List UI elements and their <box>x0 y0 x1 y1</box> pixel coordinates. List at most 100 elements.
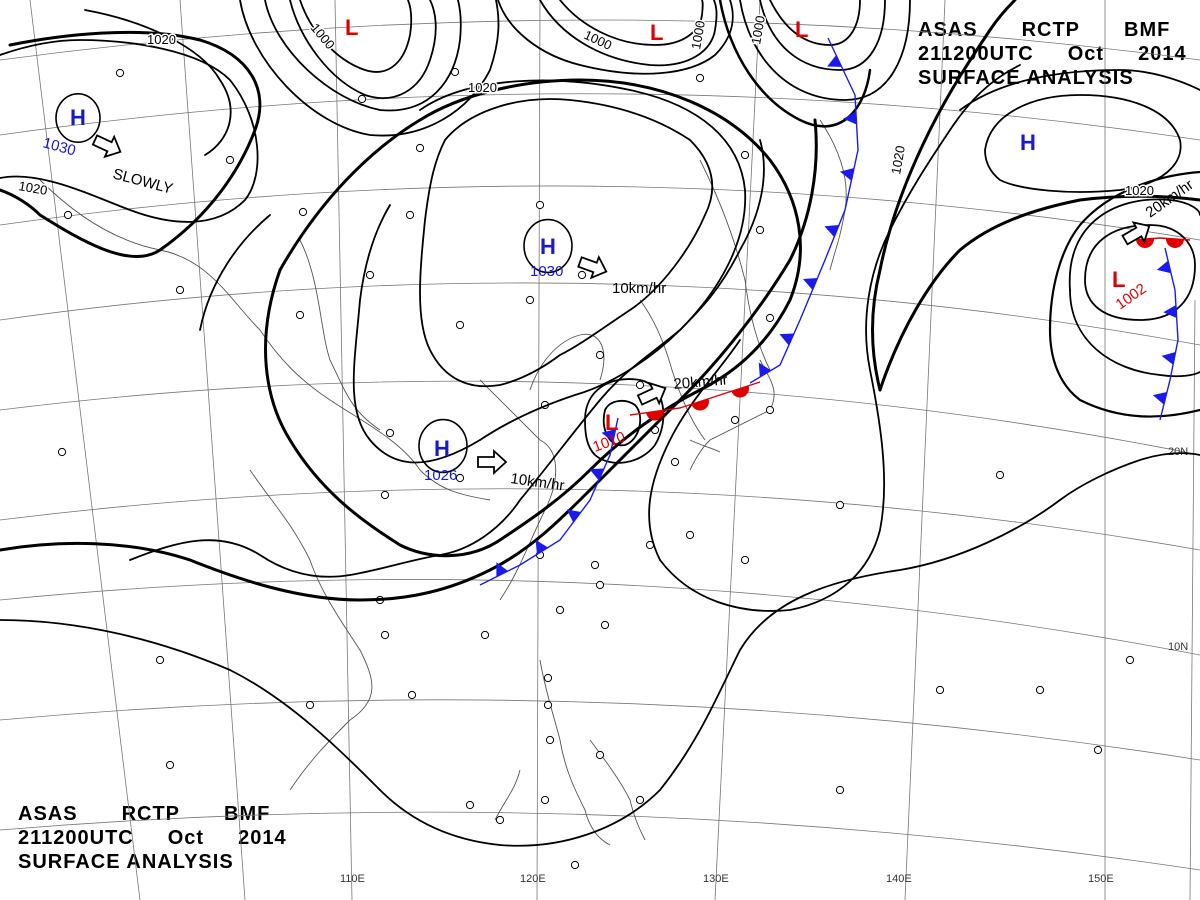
title-year: 2014 <box>1138 43 1187 65</box>
meridian-line <box>1189 299 1196 900</box>
isobar-line <box>769 0 861 46</box>
cold-front-north-line <box>749 37 859 384</box>
coastline <box>699 159 771 371</box>
isobar-line <box>419 79 747 441</box>
station-dot <box>57 447 67 457</box>
coastline <box>494 769 521 821</box>
cold-front-south-triangle <box>566 509 581 523</box>
isobar-line <box>84 9 232 156</box>
station-dot <box>407 690 417 700</box>
station-dot <box>380 490 390 500</box>
parallel-line <box>0 811 1200 871</box>
station-dot <box>357 94 367 104</box>
isobar-line <box>878 194 1200 392</box>
cold-front-south-triangle <box>601 429 616 442</box>
meridian-line <box>536 0 541 900</box>
isobar-line <box>0 30 262 258</box>
parallel-line <box>0 380 1200 456</box>
high-center-ring <box>418 418 468 474</box>
title-month: Oct <box>1067 43 1105 65</box>
isobar-line <box>1048 170 1200 418</box>
latitude-label: 20N <box>1168 446 1188 458</box>
parallel-line <box>0 579 1200 656</box>
isobar-line <box>1059 452 1200 501</box>
cold-front-east-triangle <box>1152 392 1167 405</box>
isobar-value-label: 1000 <box>688 19 708 50</box>
high-center-ring <box>55 93 101 144</box>
footer-line-2: 211200UTC Oct 2014 <box>18 826 287 850</box>
station-dot <box>545 735 555 745</box>
low-pressure-letter: L <box>345 15 358 40</box>
station-dot <box>365 270 375 280</box>
coastline <box>479 379 557 601</box>
parallel-line <box>0 19 1200 61</box>
fronts <box>479 37 1191 586</box>
cold-front-north-triangle <box>824 225 839 238</box>
warm-front-east-semicircle <box>1166 238 1184 248</box>
high-pressure-letter: H <box>1020 130 1036 155</box>
isobar-value-label: 1020 <box>17 178 48 198</box>
isobar-value-label: 1000 <box>748 14 768 45</box>
movement-arrow <box>577 254 608 280</box>
movement-speed-label: 20km/hr <box>673 371 728 393</box>
station-dot <box>577 270 587 280</box>
high-pressure-letter: H <box>70 105 86 130</box>
station-dot <box>385 428 395 438</box>
parallel-line <box>0 488 1200 551</box>
isobar-line <box>419 98 714 388</box>
title-line-3: SURFACE ANALYSIS <box>918 67 1134 89</box>
isobar-line <box>264 0 462 112</box>
cold-front-south-triangle <box>496 562 508 577</box>
isobar-line <box>588 118 818 492</box>
pressure-center-value: 1030 <box>41 134 78 159</box>
low-pressure-letter: L <box>1112 267 1125 292</box>
isobars <box>0 0 1200 847</box>
parallel-line <box>0 282 1200 346</box>
movement-arrow-shape <box>91 134 122 159</box>
high-pressure-letter: H <box>540 234 556 259</box>
isobar-value-label: 1020 <box>468 80 497 95</box>
meridian-line <box>179 0 246 900</box>
isobar-line <box>239 0 500 137</box>
parallel-line <box>0 699 1200 761</box>
longitude-label: 140E <box>886 873 912 885</box>
station-dot <box>595 580 605 590</box>
movement-speed-label: SLOWLY <box>111 165 175 197</box>
station-dot <box>685 530 695 540</box>
cold-front-north-triangle <box>827 55 842 67</box>
footer-line-1: ASAS RCTP BMF <box>18 802 287 826</box>
station-dot <box>495 815 505 825</box>
isobar-line <box>0 488 592 602</box>
station-dot <box>1093 745 1103 755</box>
movement-arrow <box>1121 221 1151 246</box>
meridian-line <box>334 0 353 900</box>
meridian-line <box>714 0 761 900</box>
warm-front-ecs-semicircle <box>691 398 710 411</box>
coastline <box>249 469 373 791</box>
coastline <box>819 119 847 271</box>
pressure-center-value: 1026 <box>424 467 457 484</box>
cold-front-north-triangle <box>840 168 855 181</box>
isobar-line <box>352 204 481 464</box>
title-product: BMF <box>1124 19 1171 41</box>
station-dot <box>175 285 185 295</box>
isobar-line <box>1068 198 1200 291</box>
station-dot <box>525 295 535 305</box>
station-dot <box>405 210 415 220</box>
low-pressure-letter: L <box>650 20 663 45</box>
longitude-label: 150E <box>1088 873 1114 885</box>
station-dot <box>298 207 308 217</box>
isobar-value-label: 1020 <box>147 32 176 47</box>
coastline <box>689 359 775 471</box>
movement-arrow-shape <box>636 381 667 406</box>
longitude-label: 120E <box>520 873 546 885</box>
station-dot <box>995 470 1005 480</box>
isobar-line <box>659 64 1021 612</box>
isobar-line <box>959 69 1200 111</box>
parallel-line <box>0 185 1200 241</box>
cold-front-east-triangle <box>1163 305 1177 318</box>
isobar-value-label: 1020 <box>1125 183 1154 198</box>
station-dot <box>835 785 845 795</box>
